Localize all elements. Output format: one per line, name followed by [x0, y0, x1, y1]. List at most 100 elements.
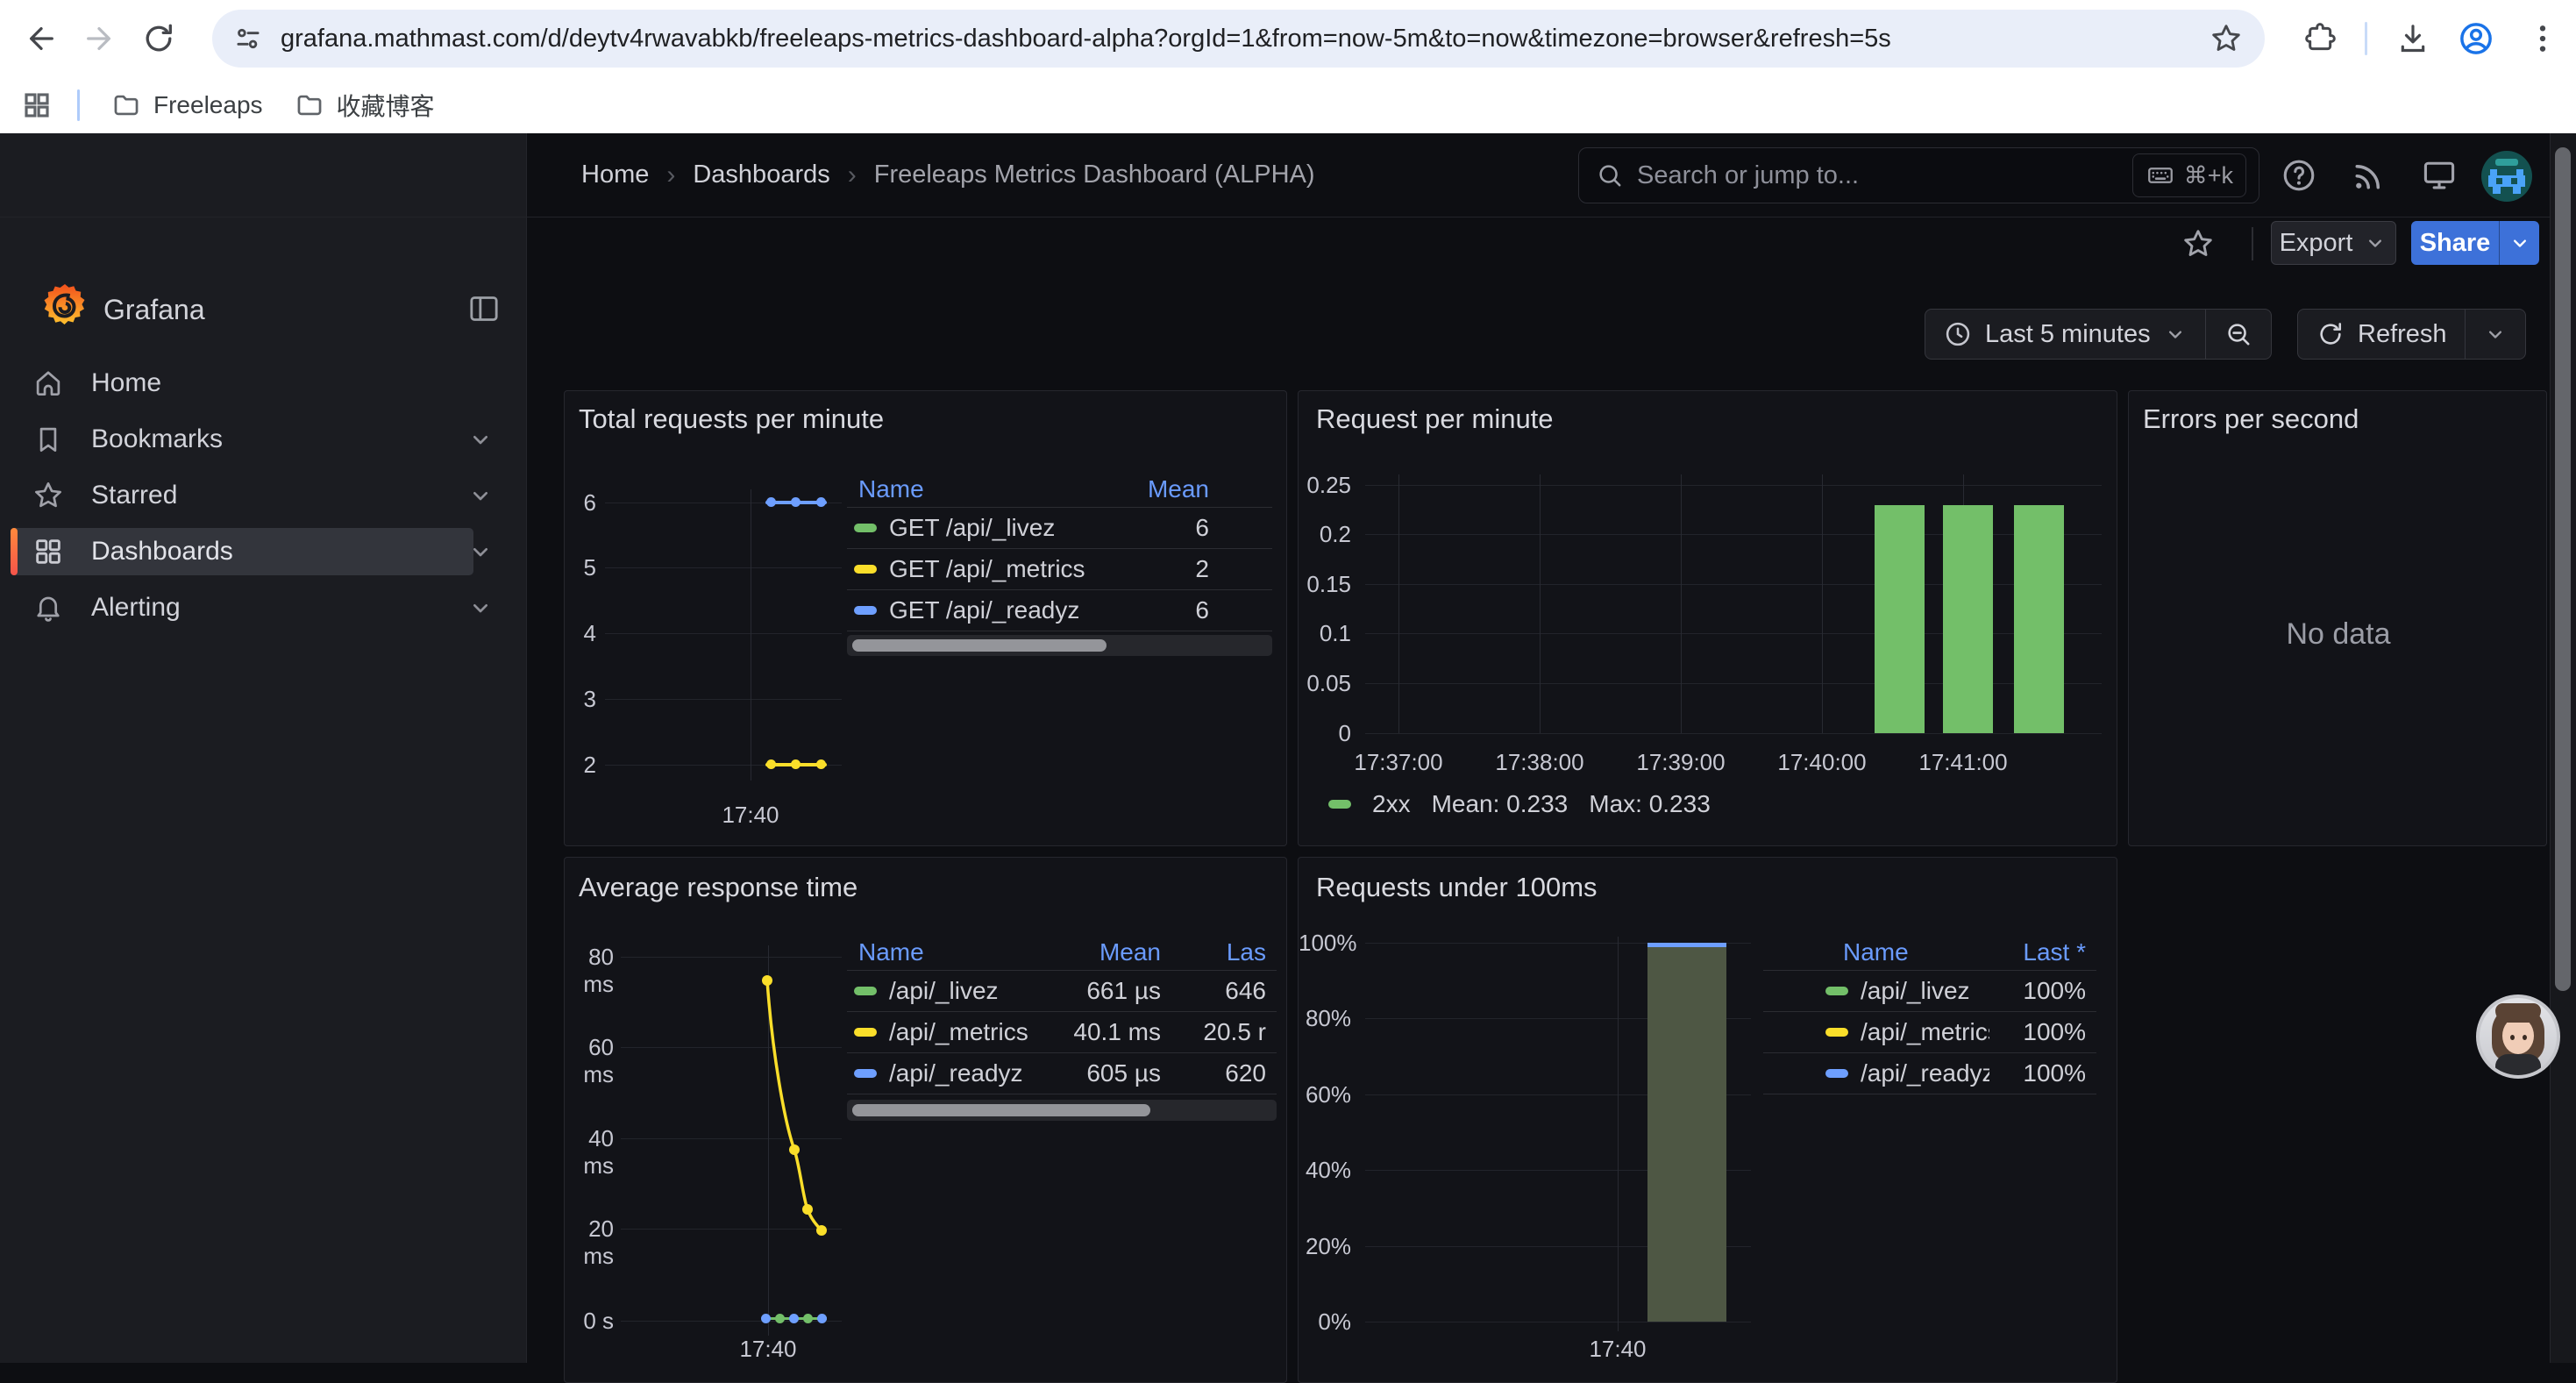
user-avatar[interactable] [2481, 151, 2532, 202]
legend-col-mean[interactable]: Mean [1104, 475, 1209, 503]
legend-row[interactable]: GET /api/_livez 6 [847, 507, 1272, 548]
browser-menu-icon[interactable] [2525, 21, 2560, 56]
chevron-down-icon [2163, 322, 2188, 346]
address-bar[interactable]: grafana.mathmast.com/d/deytv4rwavabkb/fr… [212, 10, 2265, 68]
panel-title[interactable]: Requests under 100ms [1316, 872, 1598, 903]
data-point[interactable] [817, 1314, 827, 1323]
legend-row[interactable]: /api/_livez 661 µs 646 [847, 970, 1277, 1011]
legend-series-name[interactable]: /api/_metrics [1861, 1018, 1989, 1046]
legend-row[interactable]: /api/_metrics 40.1 ms 20.5 r [847, 1011, 1277, 1052]
sidebar-item-dashboards[interactable]: Dashboards [0, 528, 526, 575]
sidebar-toggle-icon[interactable] [466, 291, 502, 326]
kiosk-monitor-icon[interactable] [2420, 156, 2459, 195]
bookmark-folder-blogs[interactable]: 收藏博客 [295, 88, 435, 123]
series-curve-metrics [565, 858, 845, 1349]
legend-col-name[interactable]: Name [858, 475, 1104, 503]
chevron-down-icon[interactable] [466, 425, 495, 453]
legend-series-name[interactable]: GET /api/_metrics [889, 555, 1104, 583]
data-point[interactable] [761, 1314, 771, 1323]
shortcut-text: ⌘+k [2184, 162, 2233, 189]
zoom-out-button[interactable] [2205, 310, 2271, 359]
sidebar-item-alerting[interactable]: Alerting [0, 584, 526, 631]
url-text[interactable]: grafana.mathmast.com/d/deytv4rwavabkb/fr… [281, 25, 2209, 53]
export-button[interactable]: Export [2271, 221, 2396, 265]
panel-title[interactable]: Errors per second [2143, 403, 2359, 435]
legend-row[interactable]: /api/_metrics 100% [1763, 1011, 2096, 1052]
share-button[interactable]: Share [2411, 221, 2499, 265]
legend-series-name[interactable]: /api/_metrics [889, 1018, 1029, 1046]
legend-row[interactable]: /api/_livez 100% [1763, 970, 2096, 1011]
legend-series-name[interactable]: /api/_livez [889, 977, 1029, 1005]
data-point[interactable] [803, 1314, 813, 1323]
legend-col-mean[interactable]: Mean [1029, 938, 1161, 966]
legend-series-name[interactable]: /api/_readyz [1861, 1059, 1989, 1087]
bar-under-100ms[interactable] [1647, 943, 1726, 1322]
legend-series-name[interactable]: GET /api/_readyz [889, 596, 1104, 624]
data-point[interactable] [791, 759, 801, 769]
news-rss-icon[interactable] [2350, 156, 2388, 195]
legend-series-name[interactable]: /api/_livez [1861, 977, 1989, 1005]
folder-icon [295, 90, 324, 120]
back-icon[interactable] [23, 20, 60, 57]
favorite-star-icon[interactable] [2181, 226, 2216, 261]
legend-series-name[interactable]: GET /api/_livez [889, 514, 1104, 542]
extensions-icon[interactable] [2302, 21, 2338, 56]
downloads-icon[interactable] [2395, 21, 2430, 56]
time-range-picker[interactable]: Last 5 minutes [1925, 309, 2272, 360]
chevron-down-icon[interactable] [466, 594, 495, 622]
data-point[interactable] [766, 497, 776, 507]
breadcrumb-home[interactable]: Home [581, 160, 649, 189]
legend-row[interactable]: /api/_readyz 100% [1763, 1052, 2096, 1094]
y-tick: 0.1 [1299, 620, 1351, 647]
legend-col-name[interactable]: Name [1843, 938, 1972, 966]
data-point[interactable] [775, 1314, 785, 1323]
legend-scrollbar-thumb[interactable] [852, 1104, 1150, 1116]
bookmark-star-icon[interactable] [2209, 21, 2244, 56]
data-point[interactable] [816, 497, 826, 507]
sidebar-item-home[interactable]: Home [0, 360, 526, 407]
time-range-segment[interactable]: Last 5 minutes [1925, 310, 2205, 359]
legend-col-last[interactable]: Last * [1972, 938, 2086, 966]
legend-series-name[interactable]: /api/_readyz [889, 1059, 1029, 1087]
refresh-picker[interactable]: Refresh [2297, 309, 2526, 360]
panel-title[interactable]: Request per minute [1316, 403, 1554, 435]
assistant-avatar[interactable] [2476, 994, 2560, 1079]
breadcrumb-dashboards[interactable]: Dashboards [693, 160, 829, 189]
site-settings-icon[interactable] [231, 22, 265, 55]
sidebar-item-starred[interactable]: Starred [0, 472, 526, 519]
sidebar-item-bookmarks[interactable]: Bookmarks [0, 416, 526, 463]
bookmark-folder-freeleaps[interactable]: Freeleaps [111, 90, 263, 120]
refresh-button[interactable]: Refresh [2298, 310, 2465, 359]
bar-2xx[interactable] [2014, 505, 2064, 733]
data-point[interactable] [816, 759, 826, 769]
legend-col-name[interactable]: Name [858, 938, 1029, 966]
profile-icon[interactable] [2457, 19, 2495, 58]
search-input[interactable]: Search or jump to... ⌘+k [1578, 147, 2259, 203]
legend-scrollbar-thumb[interactable] [852, 639, 1107, 652]
legend-series-name[interactable]: 2xx [1372, 790, 1411, 818]
grafana-logo-icon[interactable] [39, 281, 91, 333]
y-tick: 2 [565, 752, 596, 779]
bar-2xx[interactable] [1875, 505, 1925, 733]
legend-row[interactable]: GET /api/_readyz 6 [847, 589, 1272, 631]
help-icon[interactable] [2280, 156, 2318, 195]
legend-col-last[interactable]: Las [1161, 938, 1266, 966]
brand-title[interactable]: Grafana [103, 294, 205, 326]
gridline [1681, 474, 1682, 733]
data-point[interactable] [791, 497, 801, 507]
toolbar-divider [2252, 227, 2253, 260]
chevron-down-icon[interactable] [466, 481, 495, 510]
chevron-down-icon[interactable] [466, 538, 495, 566]
forward-icon[interactable] [81, 20, 117, 57]
data-point[interactable] [766, 759, 776, 769]
apps-grid-icon[interactable] [21, 89, 53, 121]
bar-2xx[interactable] [1943, 505, 1993, 733]
data-point[interactable] [789, 1314, 799, 1323]
share-dropdown-button[interactable] [2499, 221, 2539, 265]
legend-row[interactable]: GET /api/_metrics 2 [847, 548, 1272, 589]
panel-title[interactable]: Total requests per minute [579, 403, 884, 435]
page-scrollbar-thumb[interactable] [2555, 147, 2571, 991]
refresh-interval-dropdown[interactable] [2465, 310, 2525, 359]
reload-icon[interactable] [140, 20, 177, 57]
legend-row[interactable]: /api/_readyz 605 µs 620 [847, 1052, 1277, 1094]
